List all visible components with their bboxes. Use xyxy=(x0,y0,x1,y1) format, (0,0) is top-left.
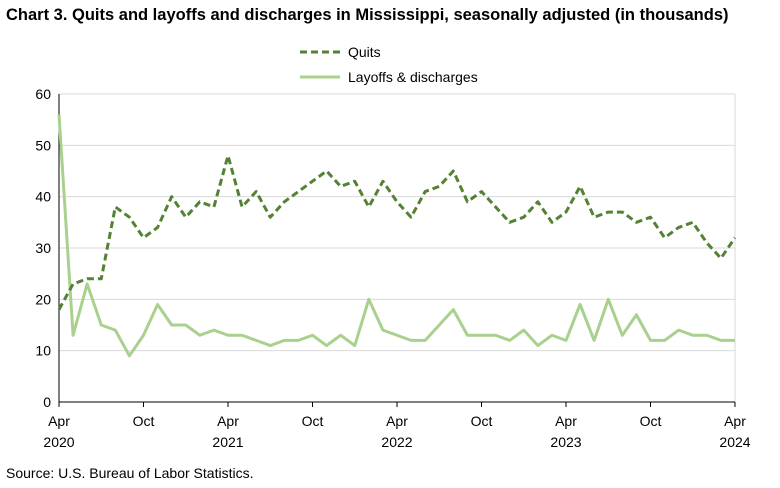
legend-label: Quits xyxy=(348,44,381,60)
x-tick-year-label: 2022 xyxy=(381,434,412,450)
x-tick-year-label: 2020 xyxy=(43,434,74,450)
series-lines xyxy=(57,114,737,358)
y-tick-label: 10 xyxy=(35,343,51,359)
x-tick-year-label: 2021 xyxy=(212,434,243,450)
x-tick-label: Apr xyxy=(386,413,408,429)
y-tick-label: 40 xyxy=(35,189,51,205)
series-line-layoffs-discharges xyxy=(57,114,735,358)
x-tick-year-label: 2023 xyxy=(550,434,581,450)
gridlines xyxy=(59,93,736,402)
chart-title: Chart 3. Quits and layoffs and discharge… xyxy=(6,6,729,24)
y-tick-label: 30 xyxy=(35,240,51,256)
legend: Quits Layoffs & discharges xyxy=(300,44,478,85)
series-line-quits xyxy=(57,154,737,311)
y-tick-label: 60 xyxy=(35,86,51,102)
y-tick-label: 50 xyxy=(35,137,51,153)
x-tick-label: Oct xyxy=(302,413,324,429)
source-note: Source: U.S. Bureau of Labor Statistics. xyxy=(6,465,254,481)
x-tick-label: Apr xyxy=(724,413,746,429)
x-tick-label: Oct xyxy=(133,413,155,429)
x-tick-year-label: 2024 xyxy=(719,434,750,450)
legend-label: Layoffs & discharges xyxy=(348,69,478,85)
x-tick-label: Apr xyxy=(555,413,577,429)
y-tick-label: 0 xyxy=(43,394,51,410)
axes: 0 10 20 30 40 50 60 Apr 2020 Oct Apr 2021 Oct Apr 2022… xyxy=(35,86,750,450)
y-tick-label: 20 xyxy=(35,291,51,307)
x-tick-label: Oct xyxy=(471,413,493,429)
x-tick-label: Apr xyxy=(48,413,70,429)
x-tick-label: Oct xyxy=(640,413,662,429)
x-tick-label: Apr xyxy=(217,413,239,429)
